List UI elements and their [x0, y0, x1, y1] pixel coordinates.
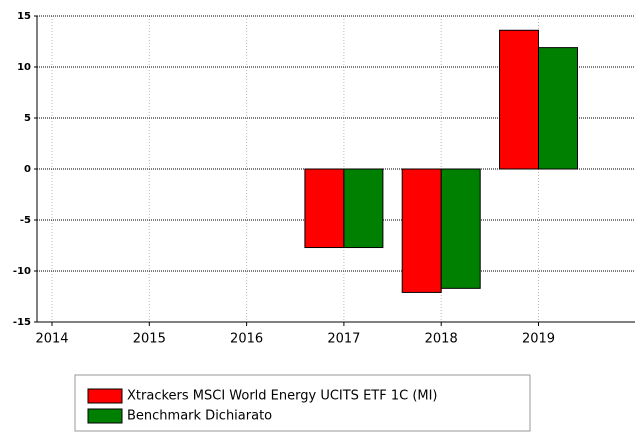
bar [538, 47, 578, 170]
bar [304, 168, 345, 249]
bar [401, 168, 442, 293]
y-tick-label: -5 [20, 215, 31, 226]
bar [440, 168, 481, 289]
legend-swatch [87, 388, 123, 404]
legend-box [74, 374, 531, 432]
x-tick-label: 2019 [522, 332, 555, 347]
bar [343, 168, 384, 249]
y-tick-label: -10 [13, 266, 31, 277]
y-tick-label: 0 [24, 164, 31, 175]
y-tick-label: 5 [24, 113, 31, 124]
x-tick-label: 2014 [35, 332, 68, 347]
legend-label: Benchmark Dichiarato [127, 409, 272, 424]
x-tick-label: 2015 [133, 332, 166, 347]
x-tick-label: 2018 [425, 332, 458, 347]
legend-swatch [87, 408, 123, 424]
y-tick-label: 15 [17, 11, 31, 22]
x-tick-label: 2017 [327, 332, 360, 347]
y-tick-label: 10 [17, 62, 31, 73]
x-tick-label: 2016 [230, 332, 263, 347]
y-tick-label: -15 [13, 317, 31, 328]
bar [499, 29, 539, 170]
legend-label: Xtrackers MSCI World Energy UCITS ETF 1C… [127, 389, 438, 404]
